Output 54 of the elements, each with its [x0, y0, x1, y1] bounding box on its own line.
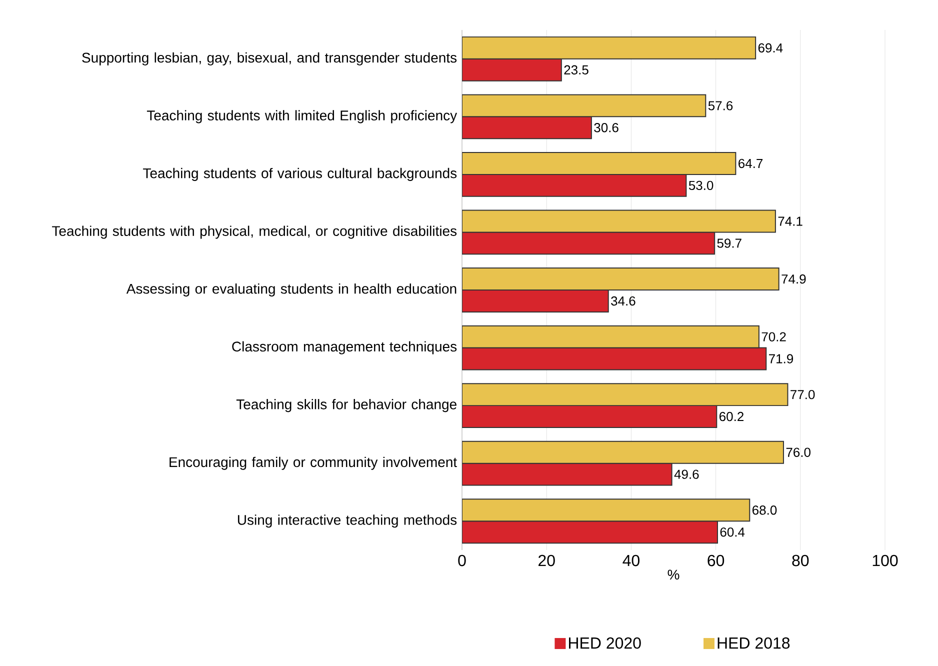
y-tick-label: Teaching students with physical, medical, or cognitive disabilities: [52, 226, 457, 239]
data-label: 60.4: [720, 527, 745, 537]
x-axis-title: %: [668, 570, 680, 580]
legend-label: HED 2018: [718, 637, 790, 649]
bar: [462, 498, 750, 522]
bar: [462, 152, 736, 175]
data-label: 30.6: [594, 123, 618, 132]
bar: [462, 405, 718, 428]
x-tick-label: 100: [872, 554, 898, 566]
bar: [462, 94, 706, 118]
y-tick-label: Assessing or evaluating students in health education: [126, 283, 456, 297]
y-tick-label: Using interactive teaching methods: [238, 514, 457, 528]
y-tick-label: Teaching students with limited English proficiency: [146, 110, 458, 124]
bar: [462, 462, 672, 486]
y-tick-label: Classroom management techniques: [232, 341, 457, 354]
bar: [462, 36, 756, 60]
data-label: 76.0: [786, 448, 810, 457]
data-label: 74.1: [778, 216, 802, 226]
y-tick-label: Supporting lesbian, gay, bisexual, and transgender students: [82, 52, 457, 66]
y-tick-label: Teaching skills for behavior change: [236, 399, 456, 412]
data-label: 53.0: [688, 180, 714, 190]
legend-label: HED 2020: [569, 637, 641, 649]
bar: [462, 520, 718, 544]
data-label: 69.4: [758, 43, 783, 53]
data-label: 57.6: [708, 101, 733, 110]
data-label: 49.6: [674, 470, 699, 479]
y-tick-label: Teaching students of various cultural backgrounds: [143, 168, 457, 181]
bar: [462, 440, 784, 464]
x-tick-label: 20: [538, 554, 555, 566]
data-label: 64.7: [738, 158, 763, 168]
data-label: 59.7: [717, 238, 742, 248]
bar: [462, 325, 760, 348]
data-label: 70.2: [762, 332, 786, 342]
data-label: 68.0: [752, 506, 777, 515]
x-tick-label: 80: [792, 554, 809, 566]
data-label: 23.5: [564, 65, 588, 74]
bar: [462, 116, 592, 140]
data-label: 77.0: [790, 390, 815, 400]
x-tick-label: 40: [622, 554, 640, 566]
bar: [462, 290, 609, 312]
y-tick-label: Encouraging family or community involvement: [170, 456, 457, 470]
bar: [462, 232, 716, 255]
data-label: 74.9: [782, 274, 806, 284]
data-label: 60.2: [720, 412, 744, 422]
bar: [462, 210, 776, 233]
bar: [462, 268, 780, 291]
bar: [462, 347, 767, 370]
bar: [462, 383, 788, 406]
data-label: 34.6: [611, 296, 636, 306]
x-tick-label: 0: [458, 554, 466, 566]
data-label: 71.9: [769, 354, 794, 364]
bar: [462, 174, 687, 197]
x-tick-label: 60: [708, 554, 724, 566]
bar: [462, 58, 562, 82]
